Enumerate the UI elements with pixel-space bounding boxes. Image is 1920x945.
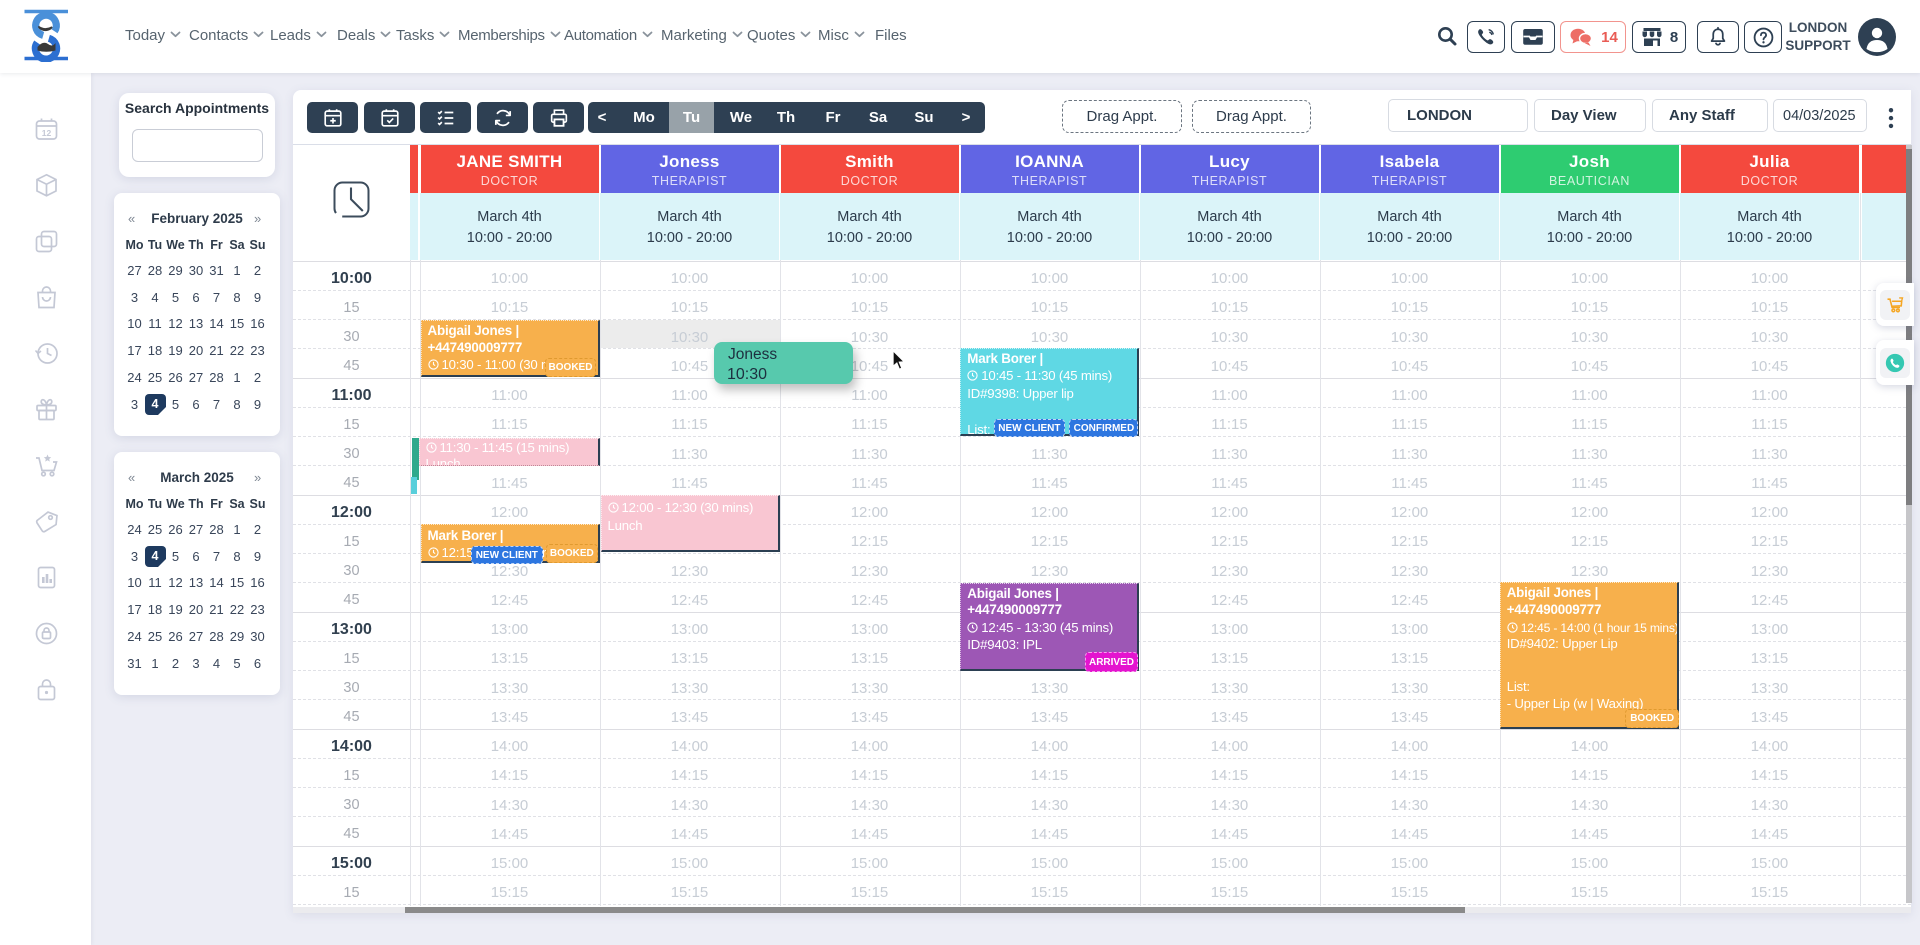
svg-text:12: 12 — [42, 128, 52, 138]
